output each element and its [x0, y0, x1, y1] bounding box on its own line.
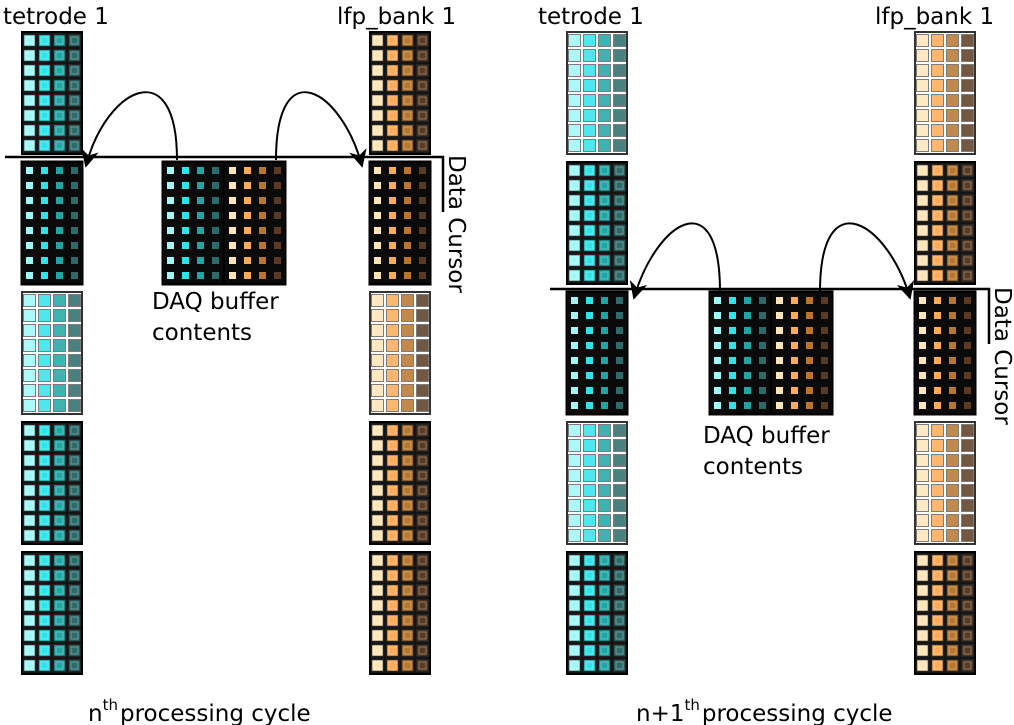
data-cursor-line [5, 155, 445, 212]
channel-block [565, 290, 629, 416]
daq-buffer-label-line2: contents [703, 454, 803, 480]
channel-block [566, 421, 628, 545]
curved-arrow-icon [819, 222, 915, 300]
curved-arrow-icon [275, 91, 367, 168]
tetrode-column [20, 31, 84, 675]
channel-block [914, 31, 976, 155]
processing-cycle-caption: n+1thprocessing cycle [636, 696, 893, 725]
data-cursor-label: Data Cursor [443, 155, 469, 293]
channel-block [368, 160, 432, 286]
channel-block [21, 291, 83, 415]
channel-block [20, 160, 84, 286]
data-cursor-label: Data Cursor [989, 287, 1014, 425]
data-cursor-line [550, 287, 991, 344]
tetrode-header: tetrode 1 [538, 4, 644, 30]
processing-cycle-caption: nthprocessing cycle [88, 696, 311, 725]
daq-buffer [708, 290, 834, 416]
channel-block [914, 551, 976, 675]
channel-block [21, 31, 83, 155]
lfp-bank-column [913, 31, 977, 675]
channel-block [566, 31, 628, 155]
daq-buffer-label-line1: DAQ buffer [152, 289, 279, 315]
curved-arrow-icon [629, 222, 721, 300]
channel-block [770, 290, 834, 416]
lfp-bank-header: lfp_bank 1 [875, 4, 994, 30]
panel-n-plus-1-cycle: tetrode 1 lfp_bank 1 Data Cursor DAQ buf… [538, 4, 1014, 725]
tetrode-column [565, 31, 629, 675]
curved-arrow-icon [81, 91, 178, 168]
channel-block [369, 31, 431, 155]
channel-block [913, 290, 977, 416]
channel-block [161, 160, 225, 286]
channel-block [21, 421, 83, 545]
lfp-bank-header: lfp_bank 1 [337, 4, 456, 30]
channel-block [566, 551, 628, 675]
channel-block [223, 160, 287, 286]
channel-block [708, 290, 772, 416]
channel-block [369, 551, 431, 675]
channel-block [369, 421, 431, 545]
daq-buffer [161, 160, 287, 286]
lfp-bank-column [368, 31, 432, 675]
tetrode-header: tetrode 1 [3, 4, 109, 30]
channel-block [914, 421, 976, 545]
channel-block [566, 161, 628, 285]
panel-nth-cycle: tetrode 1 lfp_bank 1 Data Cursor DAQ buf… [3, 4, 469, 725]
channel-block [369, 291, 431, 415]
daq-buffer-label-line2: contents [152, 320, 252, 346]
daq-buffer-label-line1: DAQ buffer [703, 423, 830, 449]
channel-block [21, 551, 83, 675]
channel-block [914, 161, 976, 285]
